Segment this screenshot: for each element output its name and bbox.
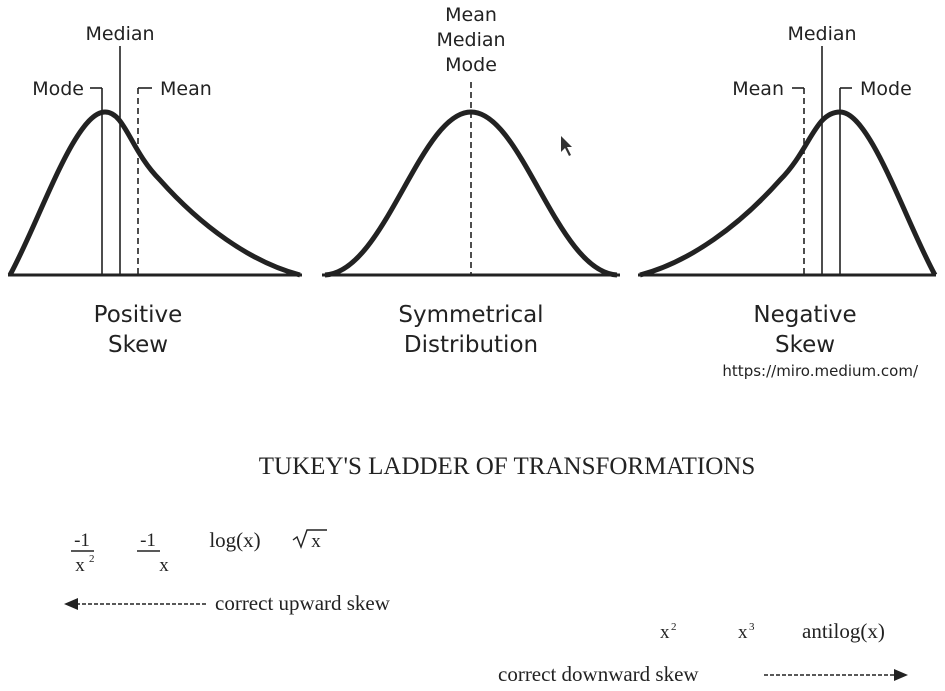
ladder-title: TUKEY'S LADDER OF TRANSFORMATIONS [259,453,755,480]
positive-mean-label: Mean [160,78,212,100]
positive-caption-line1: Positive [94,302,183,328]
term-neg-inverse: -1 x [137,530,169,576]
negative-median-label: Median [787,23,856,45]
symmetrical-mode-label: Mode [445,54,497,76]
term-x-cubed-exponent: 3 [749,621,755,633]
downward-skew-arrow: correct downward skew [498,662,908,686]
term-x-squared-exponent: 2 [671,621,677,633]
positive-skew-panel: Median Mode Mean Positive Skew [7,23,302,358]
positive-median-label: Median [85,23,154,45]
symmetrical-mean-label: Mean [445,4,497,26]
negative-mean-label: Mean [732,78,784,100]
mouse-cursor-icon [561,136,572,156]
downward-skew-label: correct downward skew [498,662,699,686]
negative-skew-curve [639,109,938,278]
source-url: https://miro.medium.com/ [722,362,919,380]
right-arrowhead-icon [894,669,908,681]
term-x-cubed-base: x [738,622,748,643]
symmetrical-median-label: Median [436,29,505,51]
term-neg-inverse-square-exponent: 2 [89,553,95,565]
term-x-squared-base: x [660,622,670,643]
negative-mode-label: Mode [860,78,912,100]
term-neg-inverse-denominator: x [159,555,169,576]
term-antilog: antilog(x) [802,619,885,643]
right-terms: x 2 x 3 antilog(x) [660,619,885,643]
term-log: log(x) [209,528,260,552]
radical-sign-icon [292,529,327,549]
term-neg-inverse-square-denominator: x [75,555,85,576]
symmetrical-caption-line1: Symmetrical [398,302,543,328]
upward-skew-arrow: correct upward skew [64,591,391,615]
term-sqrt: x [292,529,327,552]
term-neg-inverse-square: -1 x 2 [71,530,95,576]
negative-skew-panel: Median Mean Mode Negative Skew [638,23,938,358]
positive-caption-line2: Skew [108,332,168,358]
term-sqrt-argument: x [311,531,321,552]
term-neg-inverse-numerator: -1 [140,530,156,551]
term-neg-inverse-square-numerator: -1 [74,530,90,551]
tukey-ladder: TUKEY'S LADDER OF TRANSFORMATIONS -1 x 2… [64,453,908,686]
upward-skew-label: correct upward skew [215,591,391,615]
negative-caption-line2: Skew [775,332,835,358]
negative-caption-line1: Negative [753,302,856,328]
positive-mode-label: Mode [32,78,84,100]
symmetrical-caption-line2: Distribution [404,332,538,358]
left-arrowhead-icon [64,598,78,610]
symmetrical-panel: Mean Median Mode Symmetrical Distributio… [322,4,620,358]
positive-skew-curve [7,109,301,278]
